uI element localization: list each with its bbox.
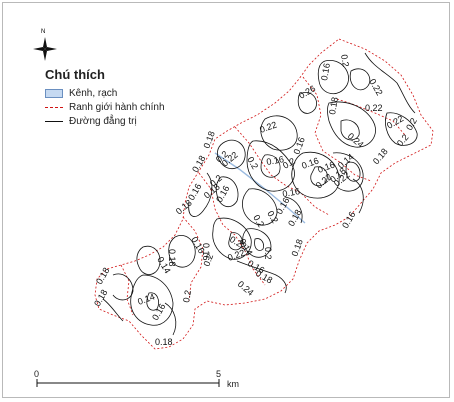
legend-title: Chú thích	[45, 67, 105, 82]
contour-label: 0.2	[251, 213, 266, 229]
inner-boundary-2	[234, 126, 330, 216]
map-frame: 0.26 0.16 0.22 0.2 0.18 0.22 0.24 0.2 0.…	[2, 2, 450, 398]
contour-label: 0.16	[282, 186, 301, 199]
scale-bar	[36, 379, 220, 387]
contour-label: 0.2	[395, 132, 411, 148]
legend-row-boundary: Ranh giới hành chính	[45, 100, 165, 114]
scale-end-label: 5	[216, 369, 222, 379]
contour-label: 0.18	[167, 249, 177, 267]
isolines	[102, 52, 418, 336]
contour-label: 0.22	[365, 103, 383, 113]
inner-boundary-5	[120, 264, 134, 316]
contour-label: 0.18	[92, 288, 109, 308]
contour-label: 0.18	[327, 96, 340, 115]
contour-label: 0.18	[289, 238, 304, 258]
contour-label: 0.16	[340, 210, 357, 230]
canal-swatch-icon	[45, 88, 63, 98]
contour-label: 0.2	[339, 54, 351, 68]
north-label: N	[41, 29, 46, 35]
legend-boundary-label: Ranh giới hành chính	[69, 101, 165, 113]
contour-label: 0.22	[226, 247, 246, 262]
inner-boundary-1	[302, 76, 372, 182]
legend: Chú thích Kênh, rạch Ranh giới hành chín…	[45, 67, 165, 128]
north-arrow-icon	[33, 37, 57, 61]
legend-row-isoline: Đường đẳng trị	[45, 114, 165, 128]
contour-label: 0.16	[266, 154, 285, 167]
contour-label: 0.16	[319, 62, 332, 81]
contour-label: 0.22	[367, 77, 384, 97]
legend-row-canal: Kênh, rạch	[45, 86, 165, 100]
district-boundary	[94, 38, 434, 350]
contour-label: 0.16	[150, 302, 167, 322]
legend-isoline-label: Đường đẳng trị	[69, 115, 137, 127]
contour-label: 0.18	[371, 146, 390, 166]
contour-label: 0.2	[263, 247, 273, 260]
contour-label: 0.26	[297, 83, 317, 100]
legend-canal-label: Kênh, rạch	[69, 87, 118, 99]
contour-label: 0.16	[201, 243, 211, 261]
contour-label: 0.2	[181, 289, 193, 303]
inner-boundary-4	[182, 216, 204, 302]
contour-label: 0.14	[136, 291, 156, 306]
map-canvas: 0.26 0.16 0.22 0.2 0.18 0.22 0.24 0.2 0.…	[36, 38, 434, 387]
scale-unit-label: km	[227, 379, 239, 389]
contour-label: 0.18	[190, 154, 207, 174]
boundary-line-icon	[45, 106, 63, 108]
contour-label: 0.2	[201, 253, 215, 268]
isoline-icon	[45, 120, 63, 122]
contour-label: 0.24	[236, 279, 256, 298]
scale-start-label: 0	[34, 369, 40, 379]
contour-label: 0.22	[258, 119, 278, 134]
contour-label: 0.16	[186, 182, 203, 202]
contour-label: 0.18	[155, 337, 173, 347]
